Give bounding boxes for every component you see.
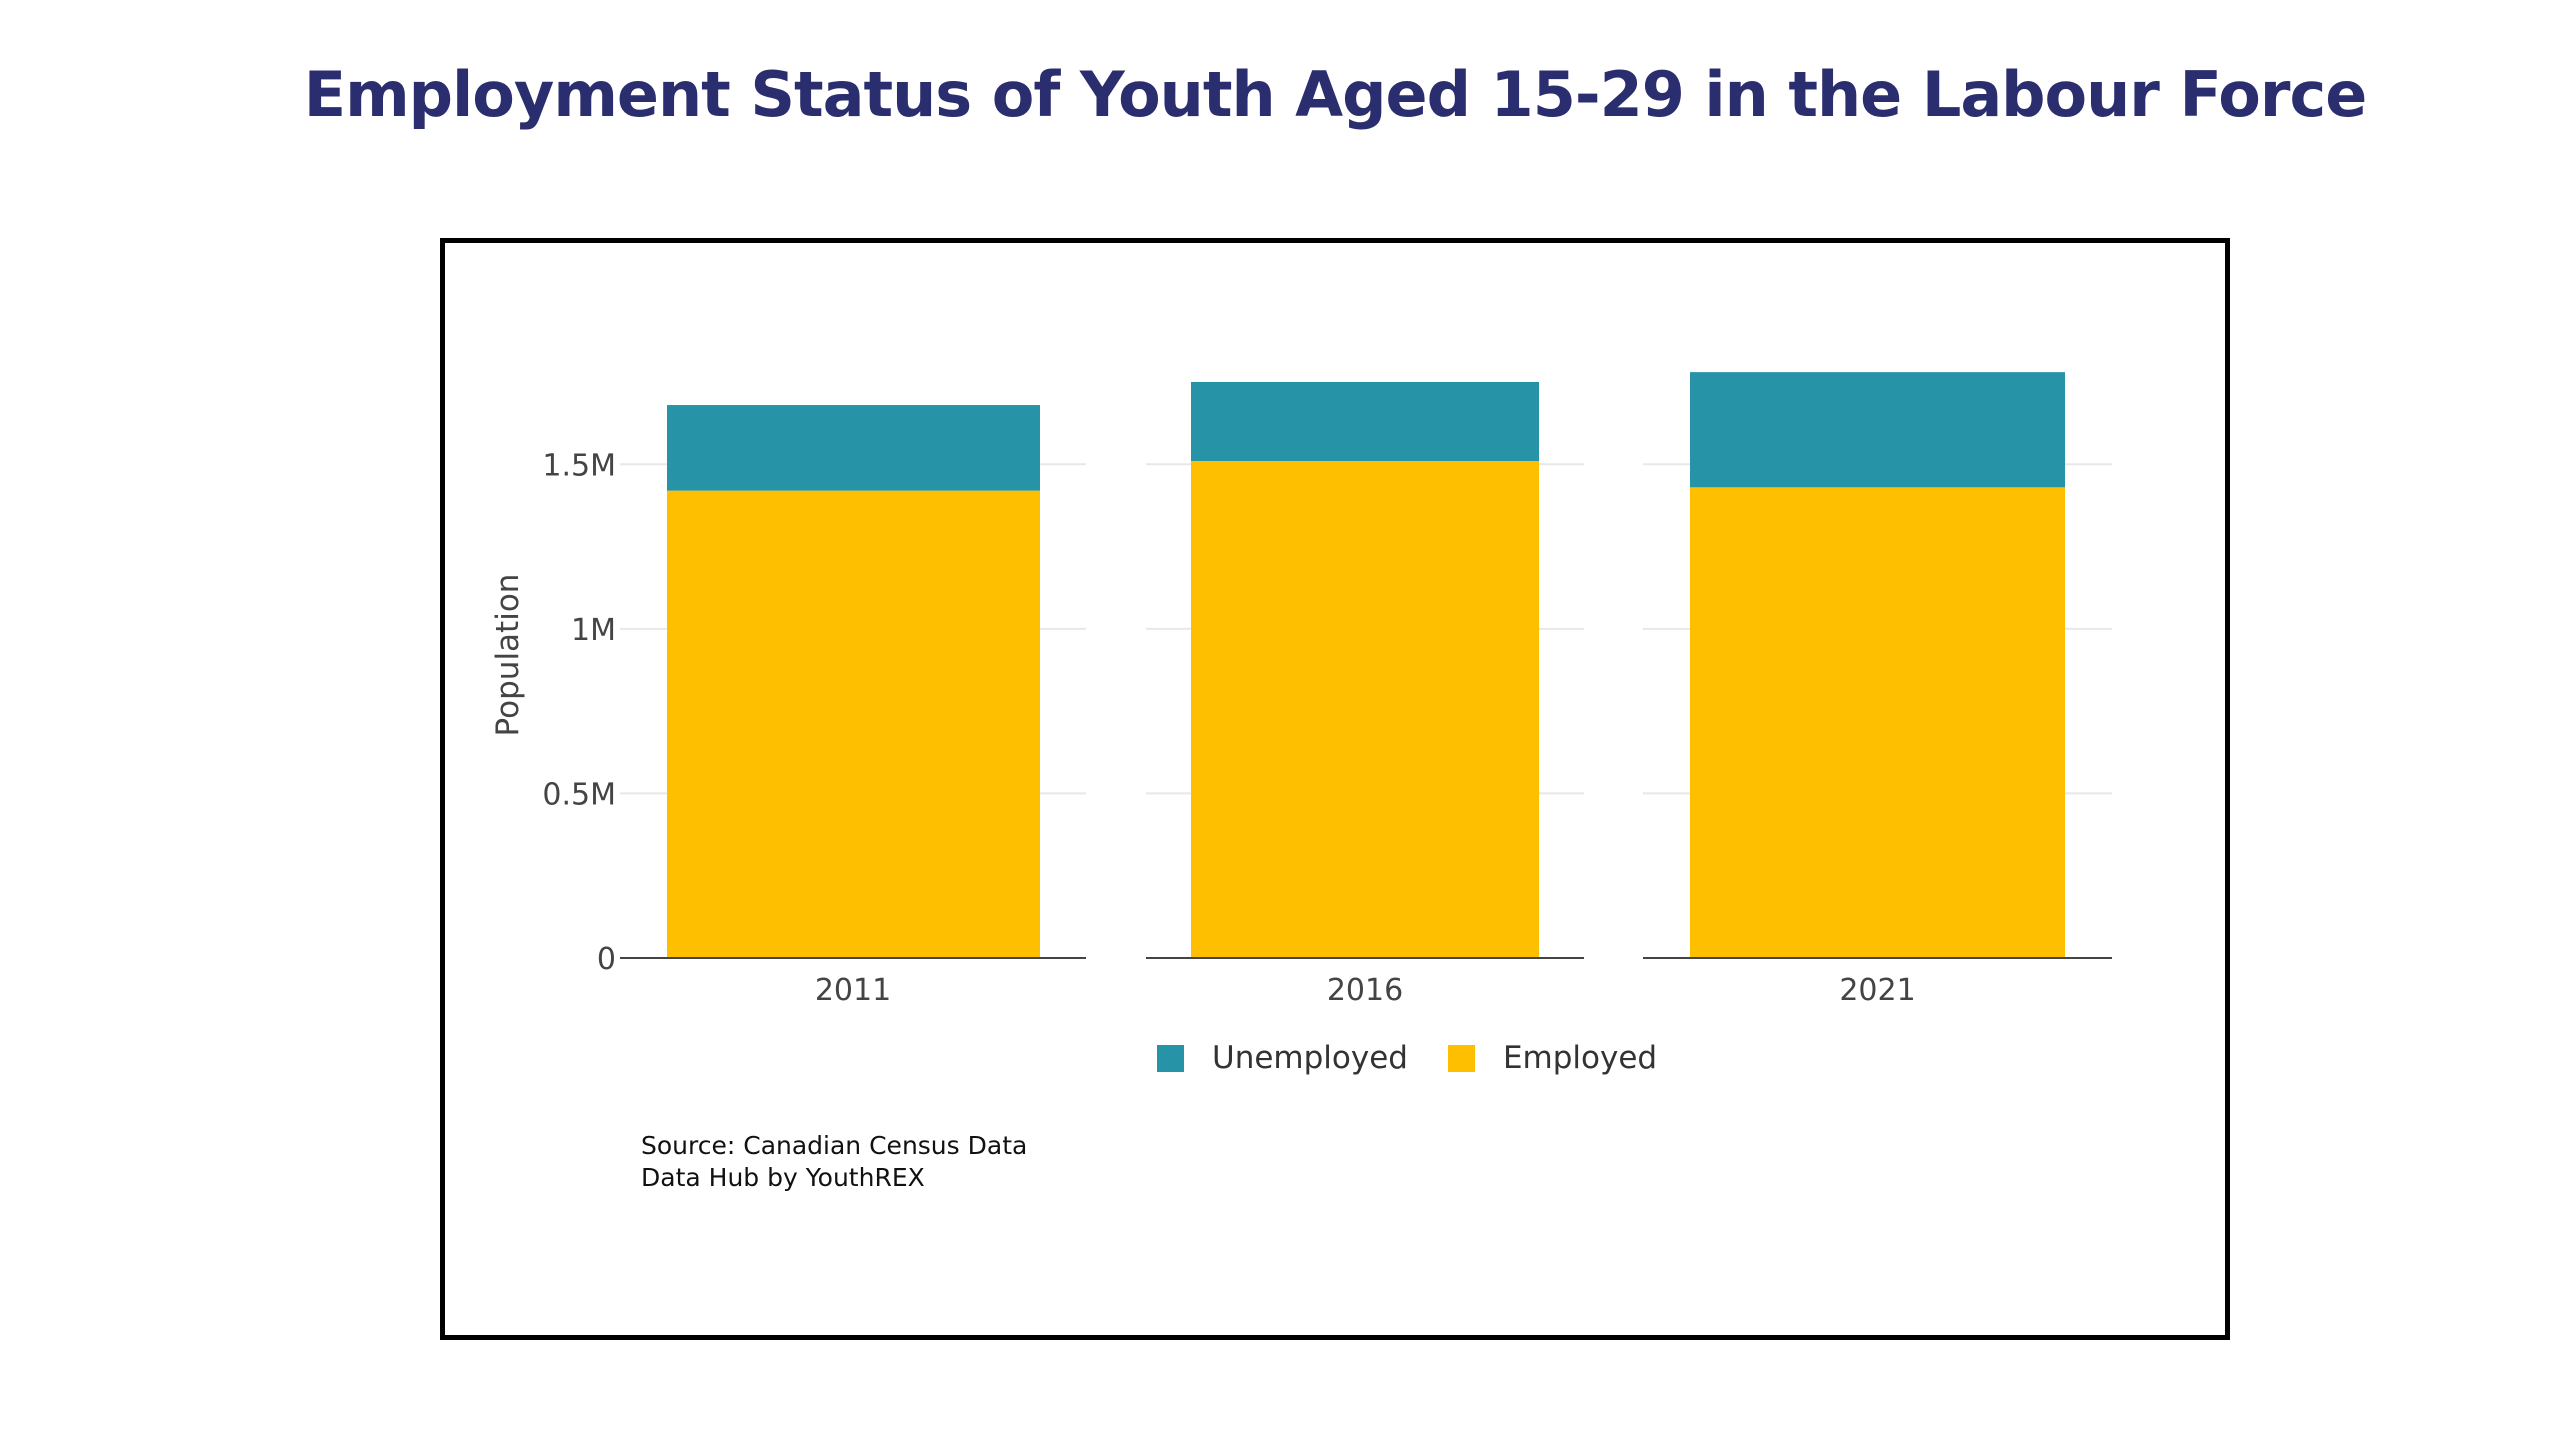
- x-tick-label: 2016: [1327, 973, 1403, 1008]
- bar-employed-2011[interactable]: [667, 490, 1040, 958]
- bar-unemployed-2016[interactable]: [1191, 382, 1539, 461]
- y-tick-label: 1.5M: [542, 448, 616, 483]
- chart-title: Employment Status of Youth Aged 15-29 in…: [303, 58, 2368, 131]
- y-axis-title: Population: [490, 574, 526, 737]
- x-tick-label: 2011: [815, 973, 891, 1008]
- legend-label-employed: Employed: [1502, 1040, 1658, 1076]
- legend-item-employed[interactable]: Employed: [1447, 1040, 1658, 1076]
- bar-unemployed-2021[interactable]: [1690, 372, 2065, 488]
- employed-swatch: [1447, 1044, 1475, 1072]
- bar-employed-2021[interactable]: [1690, 487, 2065, 958]
- unemployed-swatch: [1157, 1044, 1184, 1072]
- y-tick-label: 0.5M: [542, 777, 616, 812]
- axes: 0 0.5M 1M 1.5M 2011 2016 2021: [542, 448, 2112, 1008]
- legend-label-unemployed: Unemployed: [1212, 1040, 1408, 1076]
- bar-unemployed-2011[interactable]: [667, 405, 1040, 491]
- bars: [667, 372, 2065, 958]
- y-tick-label: 1M: [571, 613, 616, 648]
- source-note: Source: Canadian Census Data Data Hub by…: [641, 1130, 1027, 1194]
- source-line: Source: Canadian Census Data: [641, 1131, 1028, 1160]
- bar-employed-2016[interactable]: [1191, 460, 1539, 958]
- x-tick-label: 2021: [1839, 973, 1915, 1008]
- credit-line: Data Hub by YouthREX: [641, 1163, 925, 1192]
- legend: Unemployed Employed: [1157, 1040, 1657, 1076]
- y-tick-label: 0: [597, 942, 616, 977]
- legend-item-unemployed[interactable]: Unemployed: [1157, 1040, 1408, 1076]
